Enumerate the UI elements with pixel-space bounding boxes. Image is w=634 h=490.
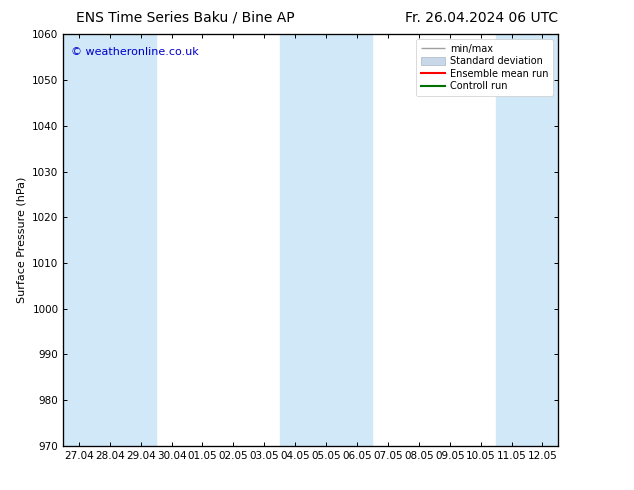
Y-axis label: Surface Pressure (hPa): Surface Pressure (hPa) <box>16 177 27 303</box>
Bar <box>63 34 156 446</box>
Text: © weatheronline.co.uk: © weatheronline.co.uk <box>71 47 198 57</box>
Text: ENS Time Series Baku / Bine AP: ENS Time Series Baku / Bine AP <box>76 11 295 25</box>
Bar <box>496 34 558 446</box>
Legend: min/max, Standard deviation, Ensemble mean run, Controll run: min/max, Standard deviation, Ensemble me… <box>416 39 553 96</box>
Bar <box>280 34 373 446</box>
Text: Fr. 26.04.2024 06 UTC: Fr. 26.04.2024 06 UTC <box>404 11 558 25</box>
